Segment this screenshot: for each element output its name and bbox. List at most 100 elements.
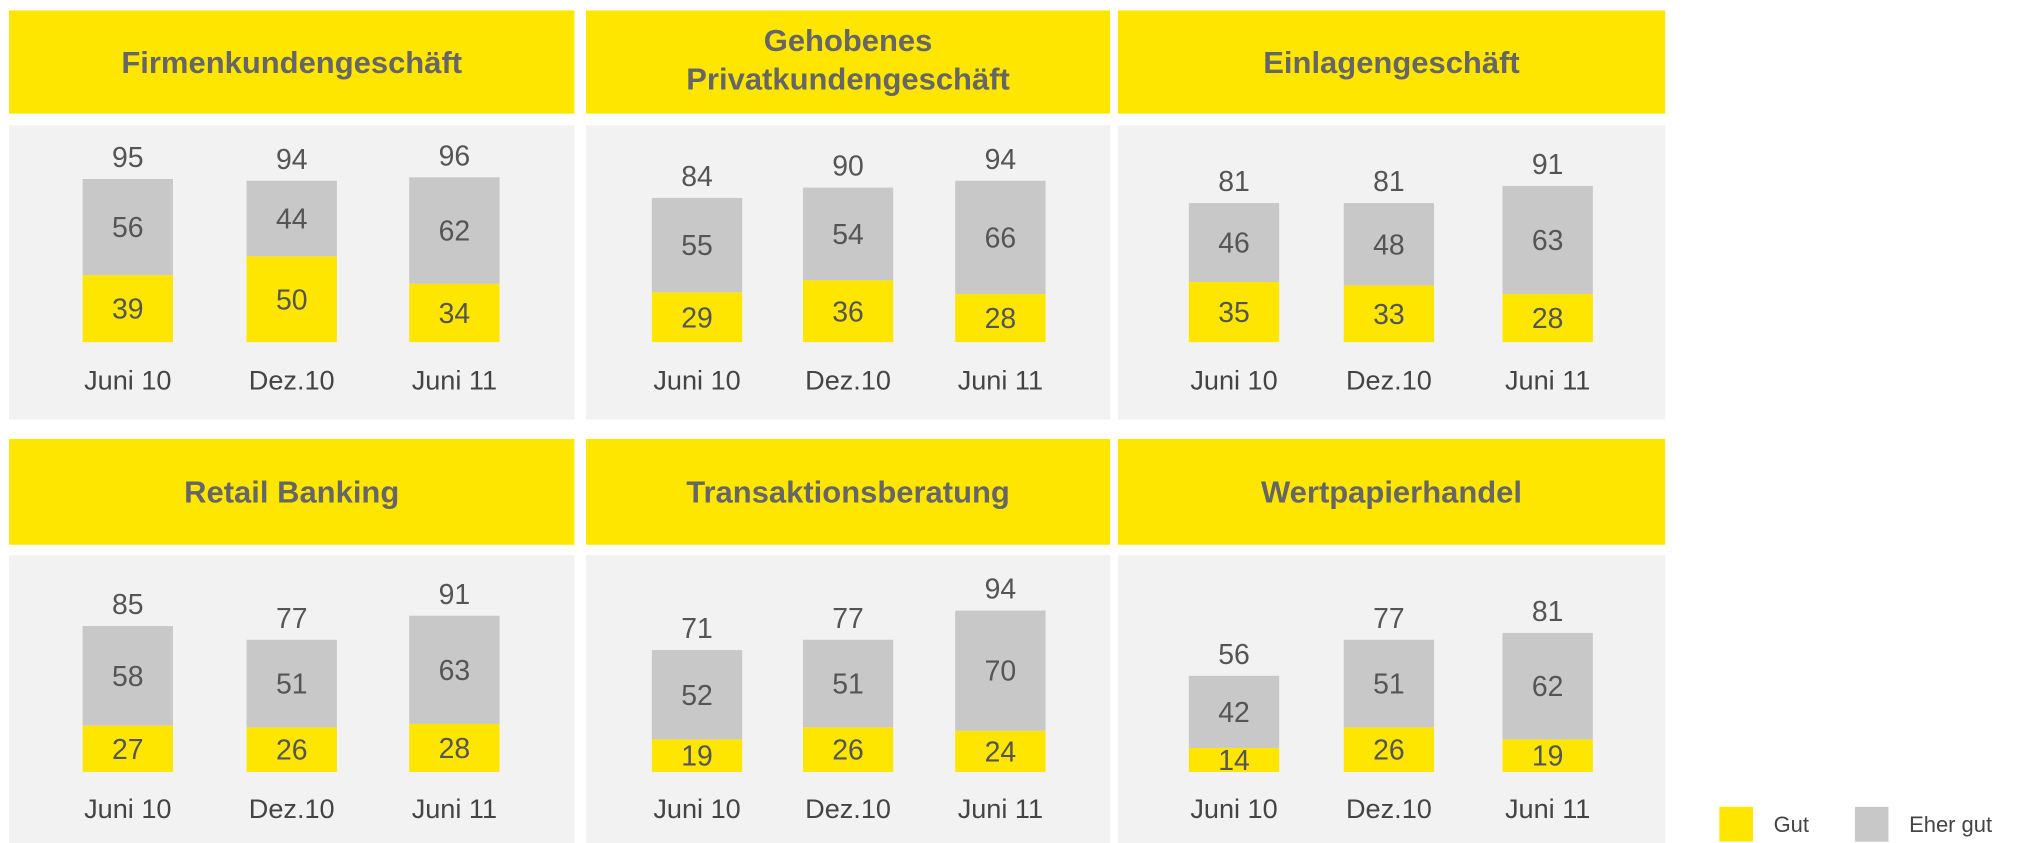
value-label: 58 [112,661,144,693]
bar-segment [246,639,337,728]
value-label: 28 [439,733,471,765]
total-label: 77 [832,603,864,635]
value-label: 42 [1218,697,1250,729]
total-label: 84 [681,161,713,193]
legend-label: Eher gut [1909,812,1992,837]
category-label: Juni 11 [1505,364,1590,395]
bar-segment [1502,739,1593,772]
bar-segment [1502,294,1593,343]
bar-segment [409,615,500,724]
legend-swatch [1854,806,1889,842]
title-band [586,10,1111,114]
bar-segment [1188,747,1280,772]
bar-segment [1188,675,1280,748]
total-label: 90 [832,151,864,183]
total-label: 91 [439,579,471,611]
value-label: 70 [985,656,1017,688]
total-label: 94 [276,144,308,176]
value-label: 44 [276,204,308,236]
value-label: 19 [681,741,713,773]
total-label: 77 [276,603,308,635]
value-label: 50 [276,284,308,316]
chart-title: Privatkundengeschäft [686,62,1010,97]
value-label: 24 [985,736,1017,768]
value-label: 52 [681,680,713,712]
category-label: Juni 10 [1190,364,1277,395]
legend-label: Gut [1774,812,1809,837]
bar-segment [1343,639,1435,728]
bar-segment [651,197,743,293]
value-label: 51 [1373,669,1405,701]
value-label: 46 [1218,228,1250,260]
value-label: 29 [681,302,713,334]
total-label: 56 [1218,639,1250,671]
chart-title: Einlagengeschäft [1263,45,1519,80]
title-band [586,438,1111,545]
bar-segment [1502,632,1593,740]
bar-segment [82,725,173,772]
total-label: 94 [985,574,1017,606]
value-label: 26 [276,735,308,767]
category-label: Dez.10 [249,793,335,824]
bar-segment [1343,727,1435,772]
bar-segment [651,650,743,740]
bar-segment [1343,285,1435,343]
total-label: 85 [112,589,144,621]
total-label: 81 [1373,166,1405,198]
bar-segment [651,292,743,343]
bar-segment [82,626,173,726]
value-label: 62 [1532,671,1564,703]
bar-segment [802,187,894,281]
category-label: Juni 11 [412,793,497,824]
value-label: 34 [439,298,471,330]
bar-segment [246,256,337,343]
value-label: 19 [1532,741,1564,773]
bar-segment [82,179,173,276]
category-label: Juni 11 [412,364,497,395]
value-label: 63 [439,655,471,687]
category-label: Juni 11 [1505,793,1590,824]
value-label: 66 [985,222,1017,254]
bar-segment [651,739,743,772]
value-label: 35 [1218,297,1250,329]
category-label: Juni 10 [1190,793,1277,824]
chart-title: Gehobenes [764,23,933,58]
value-label: 33 [1373,299,1405,331]
value-label: 27 [112,734,144,766]
bar-segment [246,180,337,257]
category-label: Juni 10 [653,364,740,395]
value-label: 62 [439,216,471,248]
value-label: 39 [112,294,144,326]
category-label: Dez.10 [1346,793,1432,824]
category-label: Juni 11 [958,793,1043,824]
value-label: 55 [681,230,713,262]
total-label: 81 [1532,596,1564,628]
total-label: 71 [681,613,713,645]
category-label: Dez.10 [805,793,891,824]
legend-swatch [1719,806,1753,842]
category-label: Juni 10 [84,793,171,824]
value-label: 14 [1218,745,1250,777]
value-label: 54 [832,219,864,251]
category-label: Juni 10 [653,793,740,824]
bar-segment [802,280,894,343]
total-label: 77 [1373,603,1405,635]
value-label: 26 [832,735,864,767]
title-band [9,10,575,114]
value-label: 51 [276,669,308,701]
title-band [1117,10,1666,114]
total-label: 91 [1532,149,1564,181]
bar-segment [1188,282,1280,343]
chart-title: Retail Banking [184,475,399,510]
total-label: 81 [1218,166,1250,198]
bar-segment [409,723,500,772]
total-label: 96 [439,140,471,172]
category-label: Dez.10 [1346,364,1432,395]
total-label: 95 [112,142,144,174]
total-label: 94 [985,144,1017,176]
bar-segment [1502,185,1593,295]
chart-title: Transaktionsberatung [686,475,1010,510]
value-label: 28 [1532,303,1564,335]
bar-segment [1188,203,1280,283]
